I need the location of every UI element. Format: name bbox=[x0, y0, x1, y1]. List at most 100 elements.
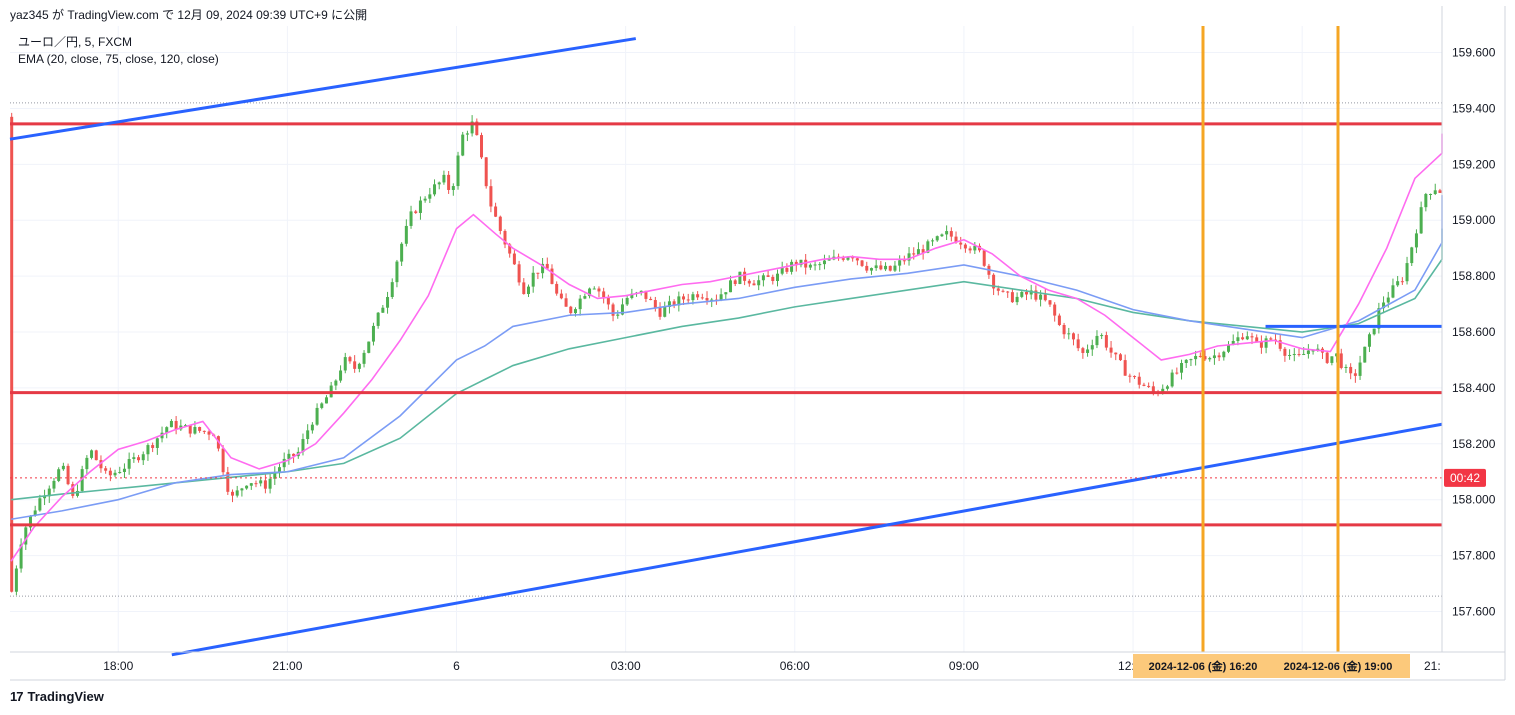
candle-up bbox=[935, 236, 939, 241]
candle-down bbox=[1400, 281, 1404, 283]
candle-down bbox=[1109, 347, 1113, 353]
tradingview-footer[interactable]: 17 TradingView bbox=[10, 689, 104, 704]
candle-down bbox=[202, 430, 206, 432]
candle-up bbox=[38, 498, 42, 511]
drawing-layer[interactable] bbox=[9, 26, 1443, 657]
candle-down bbox=[1128, 375, 1132, 377]
candle-up bbox=[757, 280, 761, 286]
candle-down bbox=[1076, 339, 1080, 349]
candle-down bbox=[1048, 300, 1052, 305]
candle-down bbox=[644, 290, 648, 299]
candle-down bbox=[1142, 384, 1146, 386]
candle-down bbox=[1043, 294, 1047, 301]
candle-up bbox=[240, 488, 244, 491]
candle-down bbox=[658, 307, 662, 317]
candle-up bbox=[357, 363, 361, 369]
candle-up bbox=[146, 445, 150, 455]
candle-down bbox=[545, 263, 549, 269]
candle-down bbox=[705, 298, 709, 301]
candle-up bbox=[1391, 285, 1395, 298]
candle-up bbox=[14, 568, 18, 592]
candle-down bbox=[1133, 376, 1137, 378]
candle-up bbox=[1086, 349, 1090, 353]
candle-down bbox=[188, 425, 192, 434]
candle-up bbox=[625, 298, 629, 305]
candle-up bbox=[916, 249, 920, 255]
candle-down bbox=[696, 294, 700, 298]
candle-down bbox=[348, 357, 352, 362]
candle-down bbox=[484, 157, 488, 187]
trendline[interactable] bbox=[9, 37, 637, 141]
price-axis-label: 158.600 bbox=[1452, 325, 1496, 339]
candle-down bbox=[198, 427, 202, 431]
candle-up bbox=[1330, 356, 1334, 363]
candle-up bbox=[400, 243, 404, 262]
candle-up bbox=[869, 268, 873, 271]
candle-up bbox=[1095, 335, 1099, 346]
candle-up bbox=[846, 257, 850, 260]
candle-up bbox=[1090, 345, 1094, 350]
candle-down bbox=[841, 258, 845, 260]
candle-up bbox=[822, 260, 826, 265]
candle-down bbox=[1438, 190, 1442, 193]
price-axis-label: 158.000 bbox=[1452, 493, 1496, 507]
candle-up bbox=[169, 420, 173, 428]
symbol-legend[interactable]: ユーロ／円, 5, FXCM bbox=[18, 35, 133, 49]
candle-down bbox=[954, 236, 958, 243]
candle-down bbox=[414, 211, 418, 213]
candle-up bbox=[1100, 335, 1104, 337]
candle-up bbox=[639, 290, 643, 293]
candle-up bbox=[287, 453, 291, 459]
candle-down bbox=[1053, 304, 1057, 316]
candle-up bbox=[1292, 354, 1296, 356]
candle-up bbox=[691, 294, 695, 301]
candle-up bbox=[1212, 355, 1216, 359]
candle-down bbox=[1203, 356, 1207, 360]
candle-up bbox=[799, 259, 803, 266]
candle-up bbox=[1245, 336, 1249, 340]
candle-down bbox=[606, 297, 610, 305]
candle-up bbox=[1039, 294, 1043, 300]
candle-down bbox=[1057, 315, 1061, 325]
candle-down bbox=[1339, 353, 1343, 368]
candle-down bbox=[992, 274, 996, 289]
candle-down bbox=[1118, 354, 1122, 361]
candle-up bbox=[456, 155, 460, 187]
candle-up bbox=[893, 265, 897, 271]
candle-down bbox=[1175, 372, 1179, 374]
ema-legend[interactable]: EMA (20, close, 75, close, 120, close) bbox=[18, 52, 219, 66]
candle-down bbox=[263, 480, 267, 489]
candle-up bbox=[667, 301, 671, 308]
candle-down bbox=[104, 468, 108, 471]
candle-up bbox=[884, 265, 888, 270]
candle-down bbox=[888, 265, 892, 271]
candle-up bbox=[907, 253, 911, 261]
chart-legend[interactable]: ユーロ／円, 5, FXCM EMA (20, close, 75, close… bbox=[18, 34, 219, 68]
candle-down bbox=[1147, 385, 1151, 387]
candle-down bbox=[550, 268, 554, 284]
candle-up bbox=[620, 304, 624, 315]
candle-up bbox=[1358, 362, 1362, 376]
trendline[interactable] bbox=[171, 422, 1443, 657]
candle-down bbox=[1269, 338, 1273, 340]
candle-up bbox=[1377, 308, 1381, 329]
candle-down bbox=[1349, 366, 1353, 374]
candle-up bbox=[235, 490, 239, 496]
candle-up bbox=[1208, 358, 1212, 360]
price-axis-label: 159.000 bbox=[1452, 213, 1496, 227]
candle-down bbox=[785, 267, 789, 272]
price-axis-label: 159.600 bbox=[1452, 46, 1496, 60]
time-axis-label: 21: bbox=[1424, 659, 1441, 673]
candle-down bbox=[1024, 292, 1028, 295]
candle-up bbox=[1363, 346, 1367, 363]
candle-up bbox=[761, 275, 765, 281]
candle-down bbox=[879, 265, 883, 270]
price-axis-label: 157.600 bbox=[1452, 604, 1496, 618]
candle-down bbox=[66, 465, 70, 485]
candle-down bbox=[968, 248, 972, 251]
candle-up bbox=[1165, 386, 1169, 389]
candle-up bbox=[1222, 351, 1226, 358]
candle-up bbox=[122, 468, 126, 472]
candle-down bbox=[672, 301, 676, 306]
